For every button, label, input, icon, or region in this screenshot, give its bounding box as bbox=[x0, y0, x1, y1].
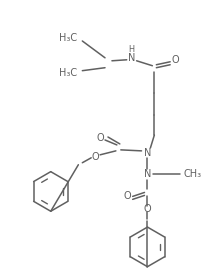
Text: CH₃: CH₃ bbox=[184, 169, 202, 179]
Text: N: N bbox=[144, 148, 151, 158]
Text: H: H bbox=[129, 45, 135, 54]
Text: N: N bbox=[144, 169, 151, 179]
Text: H₃C: H₃C bbox=[59, 33, 78, 43]
Text: O: O bbox=[96, 133, 104, 143]
Text: O: O bbox=[91, 152, 99, 162]
Text: O: O bbox=[124, 191, 132, 201]
Text: H₃C: H₃C bbox=[59, 68, 78, 78]
Text: O: O bbox=[144, 204, 151, 214]
Text: N: N bbox=[128, 53, 135, 63]
Text: O: O bbox=[171, 55, 179, 65]
